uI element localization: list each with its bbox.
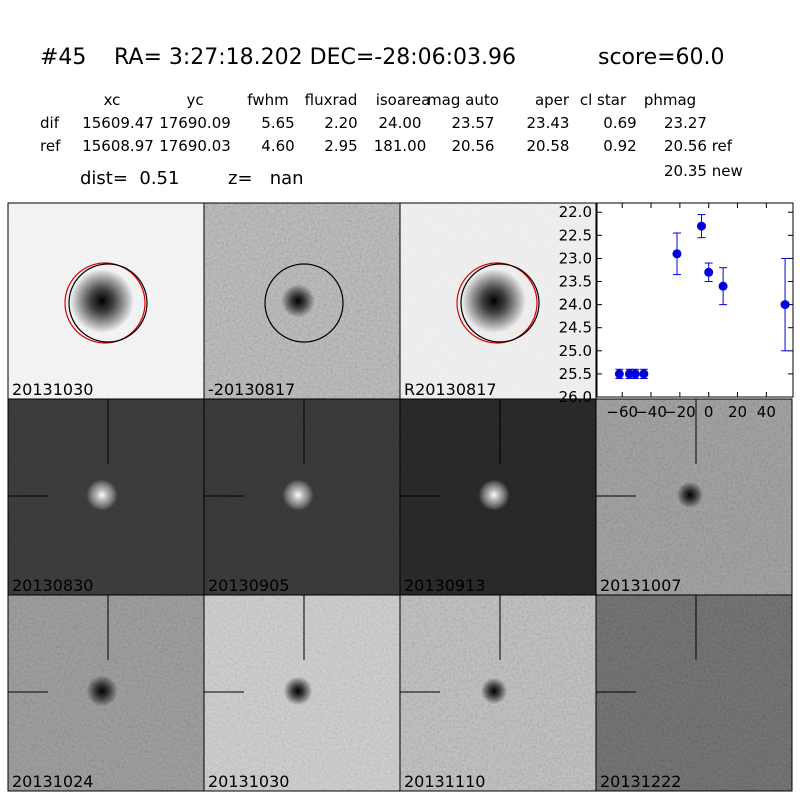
plot-area bbox=[596, 202, 794, 398]
x-tick-label: 0 bbox=[704, 403, 714, 421]
source-blob bbox=[283, 676, 313, 706]
new-mag: 20.35 new bbox=[664, 162, 743, 180]
aperture bbox=[68, 263, 148, 343]
source-blob bbox=[281, 284, 315, 318]
column-header: aper bbox=[535, 91, 570, 109]
column-header: xc bbox=[104, 91, 121, 109]
source-blob bbox=[86, 479, 118, 511]
y-tick-label: 24.5 bbox=[559, 319, 592, 337]
aperture-red bbox=[456, 262, 538, 344]
cell: 0.69 bbox=[603, 114, 636, 132]
y-tick-label: 23.5 bbox=[559, 273, 592, 291]
data-point bbox=[704, 267, 714, 277]
x-tick-label: −60 bbox=[606, 403, 638, 421]
cell: 2.95 bbox=[324, 137, 357, 155]
y-tick-label: 23.0 bbox=[559, 249, 592, 267]
stamp-label: 20131030 bbox=[12, 380, 93, 399]
source-blob bbox=[282, 479, 314, 511]
stamp-label: 20130830 bbox=[12, 576, 93, 595]
cell: 20.56 ref bbox=[664, 137, 733, 155]
dist: dist= 0.51 bbox=[80, 168, 179, 189]
y-tick-label: 24.0 bbox=[559, 296, 592, 314]
data-point bbox=[780, 300, 790, 310]
x-tick-label: −20 bbox=[664, 403, 696, 421]
cell: 4.60 bbox=[261, 137, 294, 155]
cell: 15608.97 bbox=[82, 137, 154, 155]
data-point bbox=[614, 369, 624, 379]
stamp-label: 20131007 bbox=[600, 576, 681, 595]
source-blob bbox=[70, 269, 134, 333]
cell: 23.57 bbox=[452, 114, 495, 132]
column-header: phmag bbox=[644, 91, 696, 109]
cell: 0.92 bbox=[603, 137, 636, 155]
x-tick-label: 40 bbox=[757, 403, 776, 421]
cell: 2.20 bbox=[324, 114, 357, 132]
stamp-label: 20130913 bbox=[404, 576, 485, 595]
x-tick-label: 20 bbox=[728, 403, 747, 421]
score: score=60.0 bbox=[598, 45, 725, 70]
data-point bbox=[696, 221, 706, 231]
data-point bbox=[672, 249, 682, 259]
y-tick-label: 22.5 bbox=[559, 226, 592, 244]
stamp-noise bbox=[596, 595, 792, 791]
row-label: ref bbox=[40, 137, 61, 155]
column-header: fluxrad bbox=[305, 91, 358, 109]
data-point bbox=[639, 369, 649, 379]
x-tick-label: −40 bbox=[635, 403, 667, 421]
cell: 23.43 bbox=[527, 114, 570, 132]
source-blob bbox=[462, 269, 526, 333]
data-point bbox=[630, 369, 640, 379]
cell: 23.27 bbox=[664, 114, 707, 132]
z: z= nan bbox=[228, 168, 304, 189]
column-header: mag auto bbox=[427, 91, 499, 109]
stamp-border bbox=[595, 594, 793, 792]
y-tick-label: 22.0 bbox=[559, 203, 592, 221]
stamp-label: 20131110 bbox=[404, 772, 485, 791]
y-tick-label: 25.5 bbox=[559, 365, 592, 383]
stamp-label: 20131222 bbox=[600, 772, 681, 791]
stamp-label: 20130905 bbox=[208, 576, 289, 595]
aperture bbox=[460, 263, 540, 343]
cell: 5.65 bbox=[261, 114, 294, 132]
source-blob bbox=[478, 479, 510, 511]
aperture bbox=[264, 263, 344, 343]
column-header: yc bbox=[186, 91, 203, 109]
source-blob bbox=[676, 481, 704, 509]
cell: 20.58 bbox=[527, 137, 570, 155]
stamp-label: 20131030 bbox=[208, 772, 289, 791]
source-blob bbox=[480, 677, 508, 705]
cell: 24.00 bbox=[379, 114, 422, 132]
column-header: cl star bbox=[580, 91, 627, 109]
stamp-label: -20130817 bbox=[208, 380, 295, 399]
cell: 17690.09 bbox=[159, 114, 231, 132]
y-tick-label: 25.0 bbox=[559, 342, 592, 360]
row-label: dif bbox=[40, 114, 60, 132]
aperture-red bbox=[64, 262, 146, 344]
candidate-id: #45 bbox=[40, 45, 86, 70]
stamp-label: R20130817 bbox=[404, 380, 497, 399]
cell: 181.00 bbox=[374, 137, 427, 155]
data-point bbox=[718, 281, 728, 291]
cell: 17690.03 bbox=[159, 137, 231, 155]
stamp-label: 20131024 bbox=[12, 772, 93, 791]
source-blob bbox=[86, 675, 118, 707]
cell: 15609.47 bbox=[82, 114, 154, 132]
column-header: fwhm bbox=[247, 91, 288, 109]
column-header: isoarea bbox=[376, 91, 431, 109]
coordinates: RA= 3:27:18.202 DEC=-28:06:03.96 bbox=[114, 45, 516, 70]
cell: 20.56 bbox=[452, 137, 495, 155]
y-tick-label: 26.0 bbox=[559, 388, 592, 406]
